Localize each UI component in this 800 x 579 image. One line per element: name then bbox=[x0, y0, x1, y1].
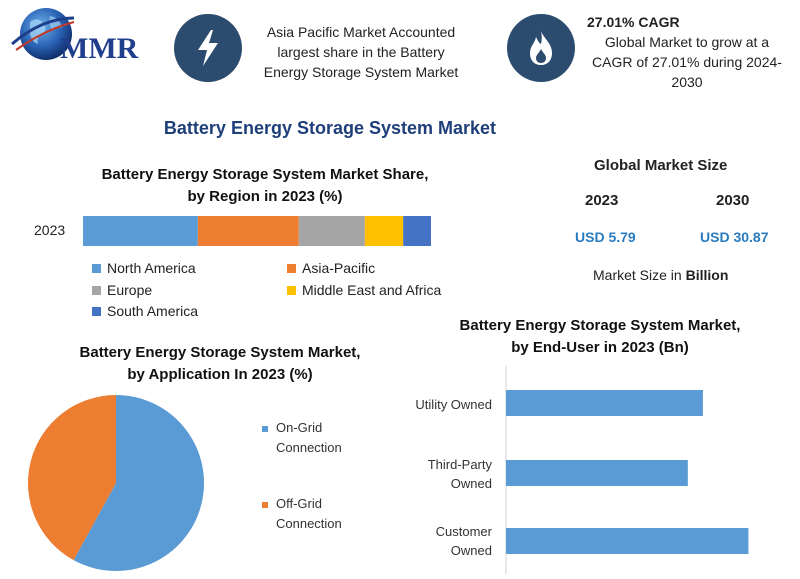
enduser-label-line: Third-Party bbox=[427, 457, 492, 472]
region-legend-item: South America bbox=[92, 303, 198, 319]
cagr-line: 2030 bbox=[671, 74, 703, 90]
application-pie-chart bbox=[27, 395, 204, 571]
legend-swatch bbox=[287, 285, 296, 295]
enduser-bar-0 bbox=[506, 390, 703, 416]
pie-legend-line: Off-Grid bbox=[276, 496, 322, 511]
region-legend-item: Middle East and Africa bbox=[287, 282, 441, 298]
legend-swatch bbox=[287, 263, 296, 273]
enduser-title-line: Battery Energy Storage System Market, bbox=[459, 317, 741, 334]
ongrid-swatch bbox=[262, 426, 268, 432]
offgrid-swatch bbox=[262, 502, 268, 508]
legend-label: North America bbox=[107, 260, 196, 276]
logo-text: MMR bbox=[60, 32, 139, 65]
info1-text: Asia Pacific Market Accounted largest sh… bbox=[246, 22, 476, 82]
mmr-logo: MMR bbox=[8, 4, 158, 74]
application-chart-title: Battery Energy Storage System Market, by… bbox=[40, 342, 400, 386]
enduser-label-line: Utility Owned bbox=[415, 397, 492, 412]
flame-icon bbox=[530, 31, 552, 65]
enduser-title-line: by End-User in 2023 (Bn) bbox=[511, 339, 689, 356]
legend-swatch bbox=[92, 285, 101, 295]
region-stacked-bar bbox=[83, 216, 431, 246]
cagr-title: 27.01% CAGR bbox=[587, 14, 680, 30]
info1-line: largest share in the Battery bbox=[277, 44, 445, 60]
enduser-bar-chart bbox=[505, 366, 749, 574]
pie-legend-line: Connection bbox=[276, 516, 342, 531]
region-bar-segment-2 bbox=[298, 216, 365, 246]
cagr-line: CAGR of 27.01% during 2024- bbox=[592, 54, 782, 70]
info1-line: Asia Pacific Market Accounted bbox=[266, 24, 456, 40]
market-value-2030: USD 30.87 bbox=[700, 229, 769, 245]
globe-icon bbox=[11, 8, 75, 60]
market-value-2023: USD 5.79 bbox=[575, 229, 636, 245]
region-legend-item: North America bbox=[92, 260, 196, 276]
pie-slice-1 bbox=[27, 395, 116, 561]
application-title-line: Battery Energy Storage System Market, bbox=[79, 344, 361, 361]
enduser-label-line: Customer bbox=[435, 524, 492, 539]
legend-label: South America bbox=[107, 303, 199, 319]
enduser-category-label: Utility Owned bbox=[415, 395, 492, 414]
enduser-bar-2 bbox=[506, 528, 749, 554]
main-title: Battery Energy Storage System Market bbox=[163, 118, 497, 138]
global-market-title: Global Market Size bbox=[594, 157, 728, 174]
year-2030: 2030 bbox=[716, 192, 750, 209]
region-chart-title: Battery Energy Storage System Market Sha… bbox=[70, 164, 460, 208]
market-size-note: Market Size in Billion bbox=[593, 267, 728, 283]
enduser-chart-title: Battery Energy Storage System Market, by… bbox=[420, 315, 780, 359]
region-bar-segment-4 bbox=[403, 216, 431, 246]
legend-label: Asia-Pacific bbox=[302, 260, 376, 276]
note-prefix: Market Size in bbox=[593, 267, 686, 283]
application-title-line: by Application In 2023 (%) bbox=[127, 366, 313, 383]
legend-swatch bbox=[92, 263, 101, 273]
enduser-category-label: Customer Owned bbox=[436, 522, 492, 560]
pie-legend-ongrid: On-Grid Connection bbox=[262, 418, 342, 458]
region-bar-segment-0 bbox=[83, 216, 198, 246]
pie-legend-line: On-Grid bbox=[276, 420, 323, 435]
pie-legend-line: Connection bbox=[276, 440, 342, 455]
legend-label: Europe bbox=[107, 282, 153, 298]
region-bar-segment-3 bbox=[364, 216, 404, 246]
enduser-label-line: Owned bbox=[450, 543, 492, 558]
cagr-line: Global Market to grow at a bbox=[604, 34, 770, 50]
legend-label: Middle East and Africa bbox=[302, 282, 442, 298]
info-icon-circle bbox=[174, 14, 242, 82]
year-2023: 2023 bbox=[585, 192, 619, 209]
note-unit: Billion bbox=[685, 267, 729, 283]
cagr-text: 27.01% CAGR Global Market to grow at a C… bbox=[577, 12, 797, 92]
region-legend-item: Asia-Pacific bbox=[287, 260, 375, 276]
pie-slice-0 bbox=[73, 395, 204, 571]
lightning-icon bbox=[198, 30, 218, 66]
enduser-category-label: Third-Party Owned bbox=[428, 455, 492, 493]
region-year-label: 2023 bbox=[34, 222, 66, 238]
region-title-line: by Region in 2023 (%) bbox=[187, 188, 343, 205]
region-bar-segment-1 bbox=[197, 216, 299, 246]
pie-legend-offgrid: Off-Grid Connection bbox=[262, 494, 342, 534]
region-title-line: Battery Energy Storage System Market Sha… bbox=[101, 166, 429, 183]
info1-line: Energy Storage System Market bbox=[263, 64, 459, 80]
enduser-label-line: Owned bbox=[450, 476, 492, 491]
region-legend-item: Europe bbox=[92, 282, 152, 298]
enduser-bar-1 bbox=[506, 460, 688, 486]
legend-swatch bbox=[92, 306, 101, 316]
cagr-icon-circle bbox=[507, 14, 575, 82]
